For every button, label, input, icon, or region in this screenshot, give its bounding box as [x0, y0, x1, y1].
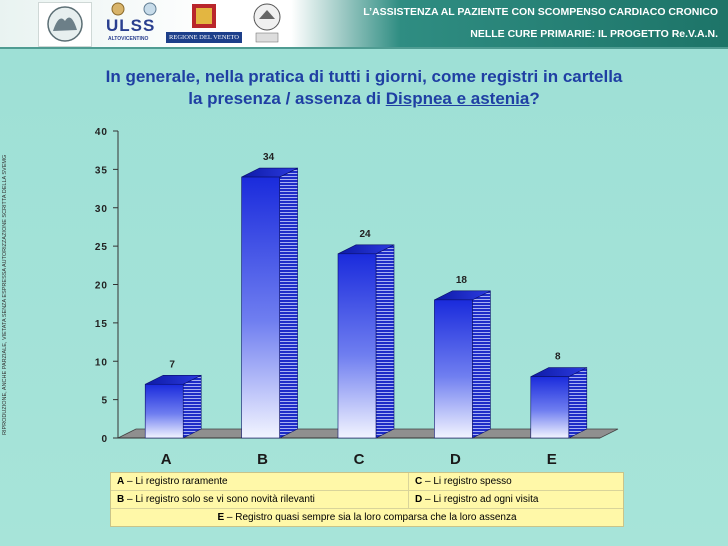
bar-side [375, 244, 395, 439]
bar-front [241, 176, 280, 439]
bar-front [144, 383, 184, 439]
bar-value-label: 18 [456, 275, 468, 286]
question-highlight: Dispnea e astenia [385, 89, 530, 108]
x-tick-label: A [161, 451, 172, 468]
legend-item-c: C – Li registro spesso [409, 473, 623, 490]
legend-item-b: B – Li registro solo se vi sono novità r… [111, 491, 409, 508]
legend-item-e: E – Registro quasi sempre sia la loro co… [217, 512, 516, 523]
logo-ulss: ULSS ALTOVICENTINO [100, 2, 162, 45]
header-band: ULSS ALTOVICENTINO REGIONE DEL VENETO L’… [0, 0, 728, 47]
y-tick-label: 15 [95, 319, 108, 330]
x-tick-label: D [450, 451, 461, 468]
legend-row-2: B – Li registro solo se vi sono novità r… [111, 491, 623, 509]
x-tick-label: E [547, 451, 557, 468]
legend-key-e: E [217, 512, 225, 523]
legend-key-d: D [415, 494, 423, 505]
svemg-logo-icon [47, 6, 83, 42]
regione-banner: REGIONE DEL VENETO [166, 32, 242, 43]
question-line-2-post: ? [529, 89, 540, 108]
question-title: In generale, nella pratica di tutti i gi… [0, 66, 728, 110]
logo-gear-seal [250, 2, 284, 45]
y-tick-label: 30 [95, 204, 108, 215]
legend-row-3: E – Registro quasi sempre sia la loro co… [111, 509, 623, 526]
bar-side [182, 374, 202, 439]
legend-text-a: – Li registro raramente [124, 476, 228, 487]
legend-text-e: – Registro quasi sempre sia la loro comp… [224, 512, 517, 523]
y-tick-label: 40 [95, 127, 108, 138]
bar-e [530, 367, 588, 439]
bar-side [568, 367, 588, 439]
y-tick-label: 35 [95, 165, 108, 176]
ulss-logo-text: ULSS [106, 16, 156, 35]
x-tick-label: C [354, 451, 365, 468]
y-tick-label: 10 [95, 357, 108, 368]
bar-value-label: 24 [359, 229, 371, 240]
header-divider [0, 47, 728, 49]
y-tick-label: 25 [95, 242, 108, 253]
question-line-2: la presenza / assenza di Dispnea e asten… [0, 88, 728, 110]
bar-c [337, 244, 395, 439]
bar-front [434, 299, 473, 439]
bar-value-label: 34 [263, 152, 275, 163]
seal-icon [253, 3, 281, 43]
legend-text-d: – Li registro ad ogni visita [422, 494, 539, 505]
question-line-2-pre: la presenza / assenza di [188, 89, 386, 108]
bar-value-label: 7 [169, 359, 175, 370]
bar-front [337, 253, 377, 439]
question-line-1: In generale, nella pratica di tutti i gi… [105, 67, 623, 86]
x-tick-label: B [257, 451, 268, 468]
y-tick-label: 0 [101, 434, 108, 445]
legend-text-c: – Li registro spesso [422, 476, 512, 487]
legend-key-a: A [117, 476, 125, 487]
legend-key-b: B [117, 494, 125, 505]
ulss-emblem-icon [111, 2, 125, 16]
legend-item-d: D – Li registro ad ogni visita [409, 491, 623, 508]
ulss-badge-icon [143, 2, 157, 16]
legend-key-c: C [415, 476, 423, 487]
legend-text-b: – Li registro solo se vi sono novità ril… [124, 494, 315, 505]
bar-b [241, 167, 298, 439]
bar-side [472, 290, 491, 439]
header-title-line2: NELLE CURE PRIMARIE: IL PROGETTO Re.V.A.… [470, 28, 718, 40]
y-tick-label: 20 [95, 281, 108, 292]
bar-side [279, 167, 298, 439]
labels-layer: 0 5 10 15 20 25 30 35 40 7 A 34 B 24 C 18 D 8 E [95, 127, 561, 468]
legend-item-a: A – Li registro raramente [111, 473, 409, 490]
bar-value-label: 8 [555, 352, 561, 363]
bar-d [434, 290, 491, 439]
header-title-line1: L’ASSISTENZA AL PAZIENTE CON SCOMPENSO C… [363, 6, 718, 18]
legend-row-1: A – Li registro raramente C – Li registr… [111, 473, 623, 491]
bars-layer [144, 167, 588, 439]
bar-front [530, 376, 570, 439]
logo-regione-veneto: REGIONE DEL VENETO [166, 2, 242, 45]
bar-a [144, 374, 202, 439]
logo-svemg [38, 2, 92, 47]
y-tick-label: 5 [101, 396, 108, 407]
legend-table: A – Li registro raramente C – Li registr… [110, 472, 624, 527]
ulss-logo-subtext: ALTOVICENTINO [108, 36, 149, 42]
regione-lion-icon [192, 4, 216, 28]
regione-logo-text: REGIONE DEL VENETO [169, 34, 239, 41]
